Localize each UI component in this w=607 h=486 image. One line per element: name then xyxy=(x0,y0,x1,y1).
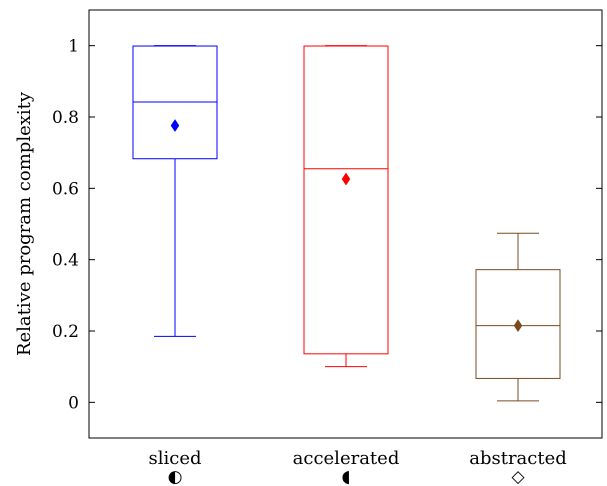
box-iqr xyxy=(303,45,389,355)
y-tick-label: 0 xyxy=(68,393,79,413)
x-tick-label: abstracted xyxy=(469,448,567,469)
x-tick-symbol: ◖ xyxy=(342,467,351,486)
box-abstracted xyxy=(475,232,561,402)
x-tick-label: sliced xyxy=(148,448,201,469)
y-tick-label: 0.4 xyxy=(52,251,79,271)
mean-marker xyxy=(513,319,523,333)
x-tick-symbol: ◇ xyxy=(511,467,525,486)
mean-marker xyxy=(341,172,351,186)
box-sliced xyxy=(132,45,218,337)
y-tick-label: 1 xyxy=(68,37,79,57)
x-tick-symbol: ◐ xyxy=(168,467,183,486)
y-axis-ticks: 0 0.2 0.4 0.6 0.8 1 xyxy=(52,37,602,413)
y-tick-label: 0.2 xyxy=(52,322,79,342)
box-plot-series xyxy=(132,45,561,402)
x-axis-labels: sliced◐ accelerated◖ abstracted◇ xyxy=(148,448,566,486)
y-tick-label: 0.8 xyxy=(52,108,79,128)
plot-frame xyxy=(88,9,603,439)
y-axis-title: Relative program complexity xyxy=(14,91,35,356)
x-tick-label: accelerated xyxy=(293,448,400,469)
box-iqr xyxy=(475,269,561,379)
y-tick-label: 0.6 xyxy=(52,179,79,199)
mean-marker xyxy=(170,119,180,133)
box-accelerated xyxy=(303,45,389,368)
